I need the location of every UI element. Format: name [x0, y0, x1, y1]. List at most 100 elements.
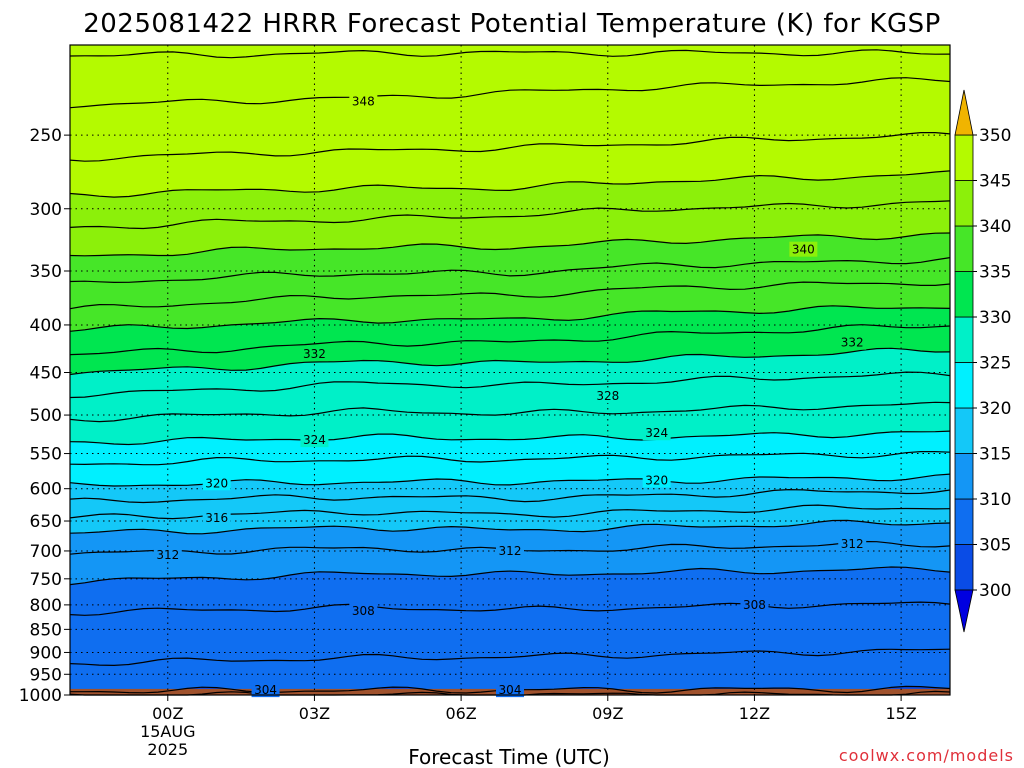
y-tick-label: 250	[30, 126, 62, 146]
x-tick-label: 06Z	[445, 704, 476, 723]
colorbar-band	[954, 316, 974, 363]
y-tick-label: 350	[30, 262, 62, 282]
contour-label: 304	[254, 683, 277, 697]
x-tick-label: 00Z	[152, 704, 183, 723]
contour-342	[69, 200, 951, 230]
y-tick-label: 850	[30, 620, 62, 640]
chart-title: 2025081422 HRRR Forecast Potential Tempe…	[83, 9, 941, 39]
colorbar-tick-label: 305	[979, 536, 1011, 556]
x-axis-label: Forecast Time (UTC)	[408, 745, 610, 768]
contour-label: 304	[499, 683, 522, 697]
contour-label: 320	[205, 476, 228, 490]
x-tick-label: 09Z	[592, 704, 623, 723]
contour-330	[69, 347, 951, 376]
contour-346	[69, 132, 951, 162]
contour-328	[69, 371, 951, 399]
contour-label: 340	[792, 243, 815, 257]
contour-label-bg	[300, 346, 329, 362]
contour-label: 328	[596, 389, 619, 403]
colorbar-band	[954, 134, 974, 181]
colorbar-tick-label: 335	[979, 263, 1011, 283]
y-tick-label: 300	[30, 200, 62, 220]
x-tick-sublabel: 2025	[147, 740, 188, 759]
contour-322	[69, 451, 951, 466]
y-tick-label: 450	[30, 364, 62, 384]
contour-310	[69, 566, 951, 586]
contour-label-bg	[496, 542, 524, 558]
contour-label: 332	[303, 347, 326, 361]
contour-314	[69, 519, 951, 535]
y-tick-label: 1000	[19, 686, 62, 706]
colorbar-band	[954, 498, 974, 545]
contour-label-bg	[496, 682, 524, 698]
plot-area: 348 340 332 332 328 324 324 320 320 316 312 312 312 3…	[69, 44, 951, 698]
colorbar-band	[954, 544, 974, 591]
contour-labels: 348 340 332 332 328 324 324 320 320 316 312 312 312 3…	[153, 93, 867, 698]
colorbar-under-triangle	[954, 589, 974, 633]
colorbar: 300 305 310 315 320 325 330 335 340 345 350	[954, 89, 1011, 633]
y-tick-label: 500	[30, 406, 62, 426]
contour-label-bg	[740, 596, 769, 612]
contour-label-bg	[300, 432, 329, 448]
contour-348	[69, 77, 951, 109]
x-tick-label: 03Z	[299, 704, 330, 723]
contour-326	[69, 401, 951, 423]
colorbar-over-triangle	[954, 89, 974, 136]
colorbar-band	[954, 271, 974, 318]
y-tick-label: 600	[30, 480, 62, 500]
contour-336	[69, 281, 951, 310]
contour-label: 308	[352, 604, 375, 618]
contour-label-bg	[349, 93, 378, 109]
plot-frame	[69, 44, 951, 696]
contour-label-bg	[251, 682, 280, 698]
contour-334	[69, 305, 951, 332]
contour-label-bg	[838, 334, 867, 350]
contour-350	[69, 49, 951, 59]
colorbar-band	[954, 180, 974, 227]
y-tick-label: 400	[30, 316, 62, 336]
contour-344	[69, 170, 951, 198]
colorbar-tick-label: 340	[979, 217, 1011, 237]
colorbar-band	[954, 453, 974, 500]
contour-label-bg	[789, 241, 818, 257]
contour-label: 348	[352, 94, 375, 108]
x-tick-sublabel: 15AUG	[140, 722, 195, 741]
contour-label-bg	[349, 602, 378, 618]
contour-332	[69, 324, 951, 356]
colorbar-tick-label: 330	[979, 308, 1011, 328]
contour-label: 308	[743, 598, 766, 612]
contour-label-bg	[838, 535, 867, 551]
contour-label: 324	[645, 426, 668, 440]
colorbar-band	[954, 407, 974, 454]
filled-contours	[70, 45, 950, 696]
y-tick-label: 650	[30, 512, 62, 532]
y-tick-label: 700	[30, 542, 62, 562]
x-tick-label: 12Z	[739, 704, 770, 723]
y-tick-label: 550	[30, 445, 62, 465]
colorbar-band	[954, 225, 974, 272]
contour-label: 312	[841, 537, 864, 551]
contour-label-bg	[202, 475, 231, 491]
credit-link[interactable]: coolwx.com/models	[839, 746, 1014, 765]
y-tick-label: 900	[30, 643, 62, 663]
contour-label-bg	[153, 546, 182, 562]
contour-label-bg	[202, 509, 231, 525]
colorbar-tick-label: 315	[979, 445, 1011, 465]
contour-label: 332	[841, 336, 864, 350]
contour-338	[69, 257, 951, 284]
colorbar-band	[954, 362, 974, 409]
contour-label-bg	[593, 388, 622, 404]
contour-306	[69, 648, 951, 667]
y-tick-label: 800	[30, 596, 62, 616]
colorbar-tick-label: 345	[979, 172, 1011, 192]
contour-label-bg	[642, 425, 671, 441]
y-tick-label: 750	[30, 570, 62, 590]
contour-label: 324	[303, 433, 326, 447]
colorbar-tick-label: 310	[979, 490, 1011, 510]
colorbar-tick-label: 350	[979, 126, 1011, 146]
contour-308	[69, 601, 951, 616]
contour-label: 312	[499, 544, 522, 558]
y-tick-label: 950	[30, 665, 62, 685]
